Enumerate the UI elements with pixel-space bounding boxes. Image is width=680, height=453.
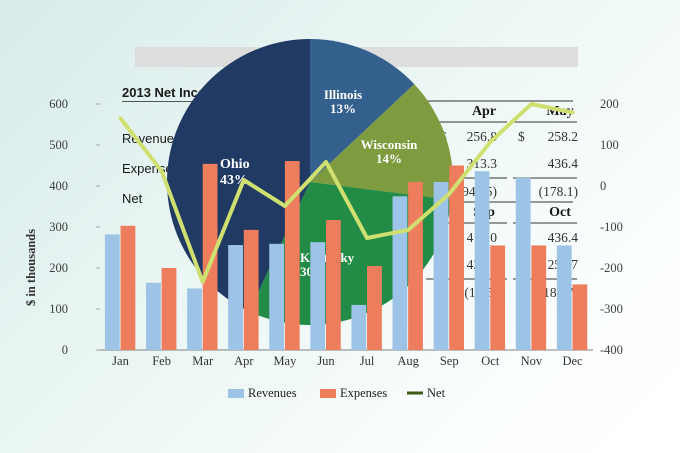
svg-text:Net: Net bbox=[427, 386, 446, 400]
svg-text:Revenues: Revenues bbox=[248, 386, 297, 400]
svg-text:Expenses: Expenses bbox=[340, 386, 387, 400]
